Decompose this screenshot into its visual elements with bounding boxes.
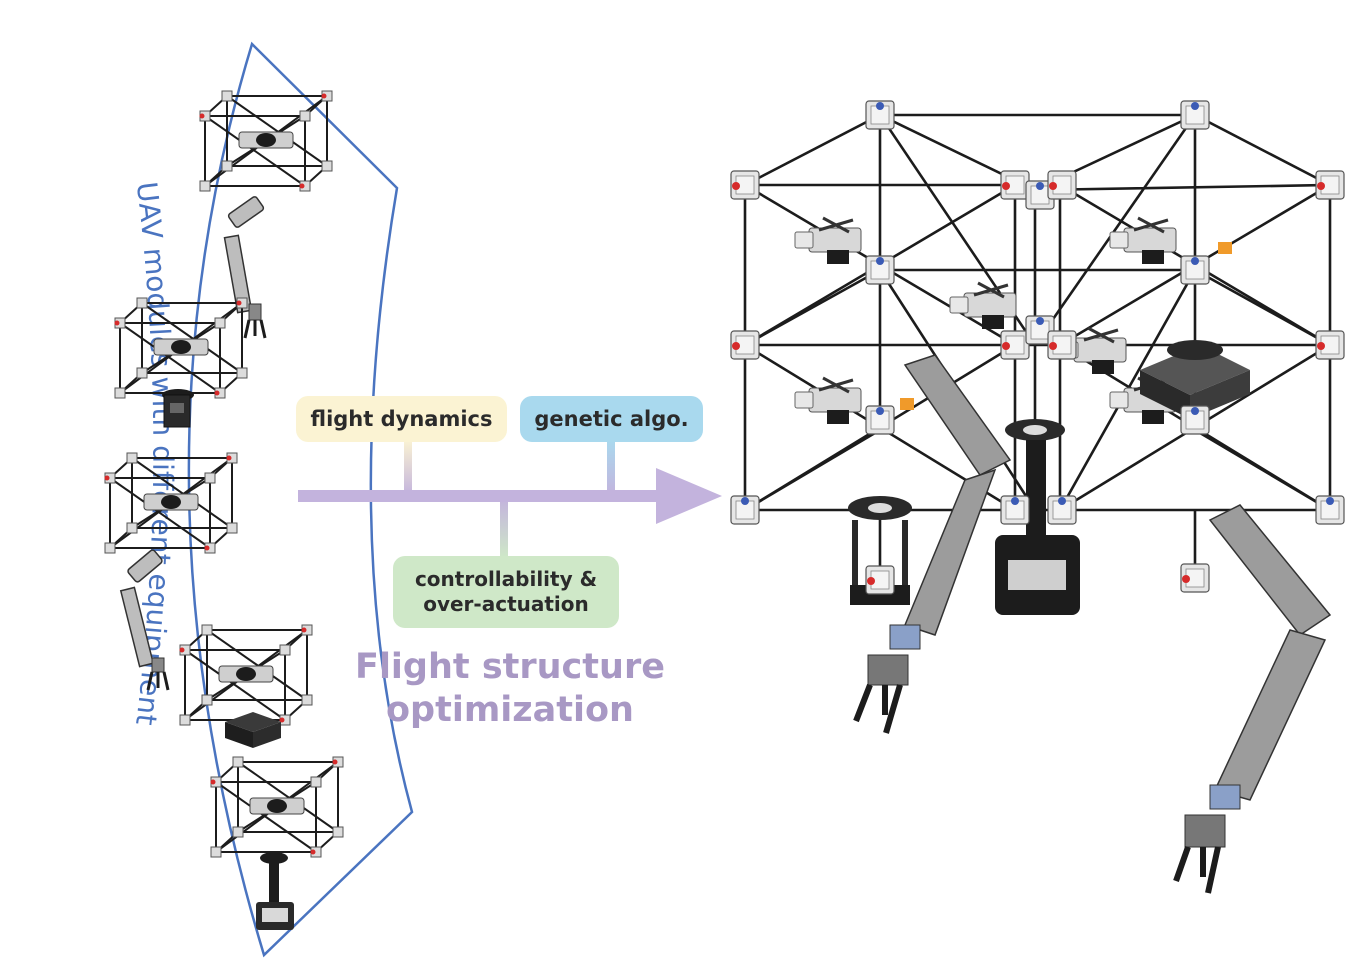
uav-module-camera-icon [113,297,248,428]
genetic-algo-text: genetic algo. [534,406,689,431]
controllability-label: controllability & over-actuation [393,556,619,628]
process-arrow [298,440,722,558]
assembled-uav-structure-icon [731,101,1344,894]
uav-module-handle-icon [209,756,344,930]
flight-dynamics-text: flight dynamics [310,406,493,431]
controllability-line1: controllability & [414,567,598,591]
process-title-line2: optimization [386,690,634,730]
process-title: Flight structure optimization [330,646,690,732]
controllability-line2: over-actuation [423,592,589,616]
flight-dynamics-label: flight dynamics [296,396,507,442]
genetic-algo-label: genetic algo. [520,396,703,442]
uav-module-gripper-icon [103,452,238,691]
uav-module-arm-icon [198,90,333,339]
process-title-line1: Flight structure [355,647,665,687]
uav-module-box-icon [178,624,313,748]
